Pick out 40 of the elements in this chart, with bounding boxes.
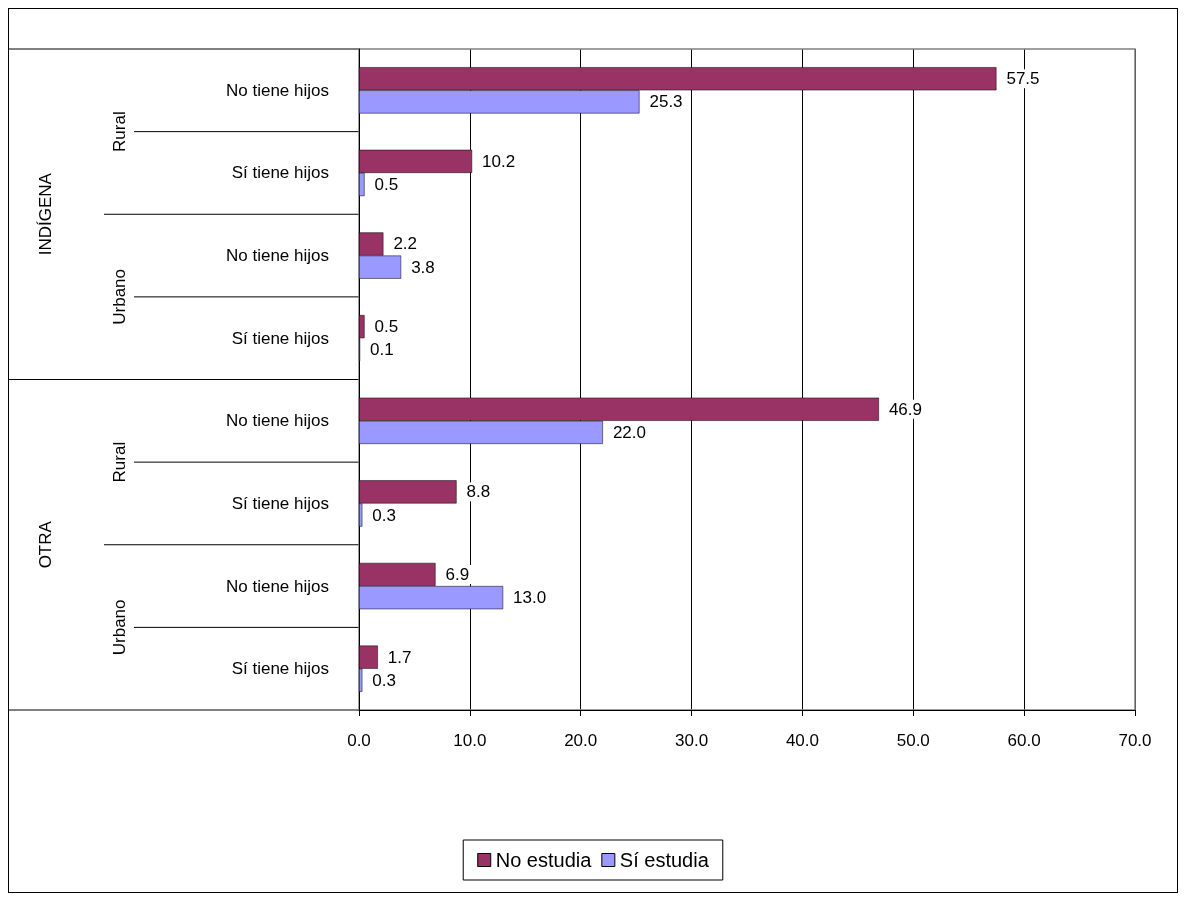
legend-label: No estudia bbox=[495, 849, 593, 871]
data-label: 8.8 bbox=[466, 482, 491, 502]
y-tick-label: Sí tiene hijos bbox=[231, 328, 329, 348]
y-tick-label: Sí tiene hijos bbox=[231, 163, 329, 183]
x-tick-label: 20.0 bbox=[564, 731, 598, 750]
text: Rural bbox=[109, 111, 129, 152]
data-label: 46.9 bbox=[888, 399, 923, 419]
x-tick-label: 10.0 bbox=[453, 731, 487, 750]
data-label: 3.8 bbox=[411, 257, 435, 277]
x-tick-label: 50.0 bbox=[896, 731, 930, 750]
text: Rural bbox=[109, 441, 129, 483]
y-tick-label: No tiene hijos bbox=[225, 80, 329, 100]
data-label: 22.0 bbox=[612, 422, 646, 442]
x-tick-label: 30.0 bbox=[675, 731, 709, 750]
data-label: 6.9 bbox=[445, 564, 470, 584]
data-label: 25.3 bbox=[649, 92, 683, 112]
data-label: 10.2 bbox=[482, 151, 516, 171]
data-label: 13.0 bbox=[513, 588, 547, 608]
text: Urbano bbox=[109, 599, 129, 656]
legend-label: Sí estudia bbox=[619, 849, 710, 871]
data-label: 0.1 bbox=[370, 340, 394, 360]
x-tick-label: 40.0 bbox=[785, 731, 819, 750]
y-tick-label: Sí tiene hijos bbox=[231, 659, 329, 679]
data-label: 2.2 bbox=[393, 234, 418, 254]
y-tick-label: No tiene hijos bbox=[225, 411, 329, 431]
text: INDÍGENA bbox=[35, 172, 55, 256]
y-tick-label: No tiene hijos bbox=[225, 246, 329, 266]
data-label: 1.7 bbox=[387, 647, 412, 667]
x-tick-label: 0.0 bbox=[347, 731, 371, 750]
data-label: 0.3 bbox=[372, 670, 396, 690]
data-label: 0.3 bbox=[372, 505, 396, 525]
y-tick-label: Sí tiene hijos bbox=[231, 493, 329, 513]
text: OTRA bbox=[35, 520, 55, 569]
x-tick-label: 70.0 bbox=[1118, 731, 1152, 750]
x-tick-label: 60.0 bbox=[1007, 731, 1041, 750]
text: Urbano bbox=[109, 268, 129, 325]
y-tick-label: No tiene hijos bbox=[225, 576, 329, 596]
data-label: 57.5 bbox=[1006, 69, 1040, 89]
data-label: 0.5 bbox=[374, 317, 399, 337]
data-label: 0.5 bbox=[374, 175, 399, 195]
